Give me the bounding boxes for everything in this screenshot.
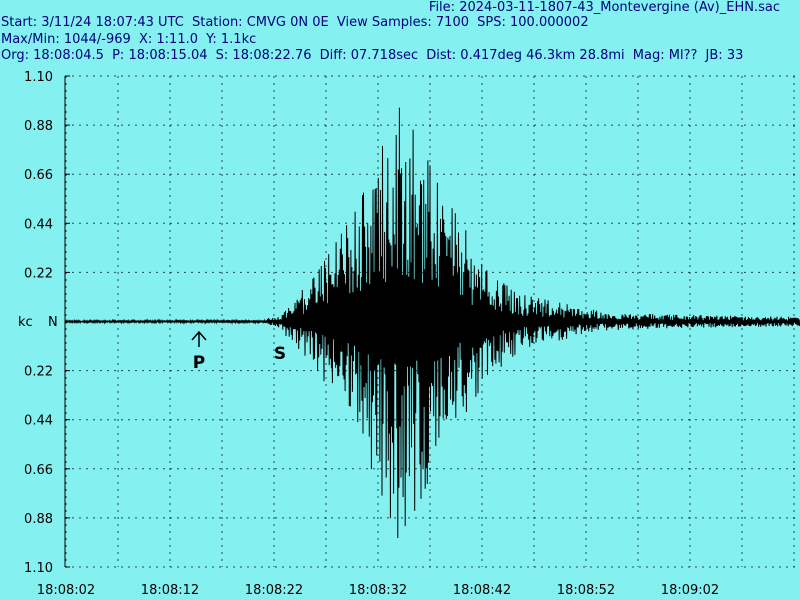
maxmin-info-line: Max/Min: 1044/-969 X: 1:11.0 Y: 1.1kc [1,32,256,48]
dist-label: Dist: [426,48,457,63]
y-tick-label: 1.10 [24,70,53,85]
s-value: 18:08:22.76 [232,48,312,63]
y-tick-label: 0.88 [24,119,53,134]
maxmin-value: 1044/-969 [63,32,131,47]
p-marker-label: P [193,353,205,373]
sps-label: SPS: [477,15,506,30]
y-scale-value: 1.1kc [220,32,257,47]
file-info: File: 2024-03-11-1807-43_Montevergine (A… [429,0,780,16]
channel-label: N [48,315,58,330]
station-label: Station: [191,15,243,30]
file-name: 2024-03-11-1807-43_Montevergine (Av)_EHN… [459,0,780,15]
x-axis-ticks: 18:08:02 18:08:12 18:08:22 18:08:32 18:08:42… [37,583,719,598]
mag-label: Mag: [632,48,665,63]
x-tick-label: 18:08:42 [453,583,511,598]
file-label: File: [428,0,456,15]
diff-label: Diff: [319,48,347,63]
start-info-line: Start: 3/11/24 18:07:43 UTC Station: CMV… [1,15,589,31]
start-value: 3/11/24 18:07:43 UTC [41,15,184,30]
p-arrow-icon [191,330,207,347]
view-samples-value: 7100 [435,15,469,30]
x-tick-label: 18:08:52 [557,583,615,598]
p-label: P: [112,48,125,63]
origin-info-line: Org: 18:08:04.5 P: 18:08:15.04 S: 18:08:… [1,48,743,64]
jb-label: JB: [705,48,723,63]
y-tick-label: 0.66 [24,463,53,478]
jb-value: 33 [726,48,744,63]
sps-value: 100.000002 [510,15,589,30]
seismic-trace [64,107,800,539]
x-scale-label: X: [138,32,153,47]
diff-value: 07.718sec [350,48,419,63]
x-scale-value: 1:11.0 [156,32,198,47]
y-tick-label: 0.88 [24,512,53,527]
s-marker-label: S [274,344,286,364]
y-unit-label: kc [18,315,33,330]
maxmin-label: Max/Min: [1,32,60,47]
org-value: 18:08:04.5 [33,48,104,63]
y-tick-label: 0.22 [24,365,53,380]
dist-value: 0.417deg 46.3km 28.8mi [460,48,625,63]
y-axis-ticks: 1.10 0.88 0.66 0.44 0.22 0.22 0.44 0.66 0.88 1.10 [24,70,70,576]
s-label: S: [215,48,229,63]
x-tick-label: 18:08:32 [349,583,407,598]
station-value: CMVG 0N 0E [246,15,329,30]
y-tick-label: 0.44 [24,414,53,429]
start-label: Start: [1,15,38,30]
y-tick-label: 1.10 [24,561,53,576]
mag-value: Ml?? [668,48,698,63]
y-scale-label: Y: [206,32,217,47]
view-samples-label: View Samples: [336,15,432,30]
org-label: Org: [1,48,29,63]
x-tick-label: 18:09:02 [661,583,719,598]
y-tick-label: 0.44 [24,217,53,232]
x-tick-label: 18:08:02 [37,583,95,598]
x-tick-label: 18:08:22 [245,583,303,598]
y-tick-label: 0.66 [24,168,53,183]
y-tick-label: 0.22 [24,266,53,281]
x-tick-label: 18:08:12 [141,583,199,598]
p-value: 18:08:15.04 [128,48,208,63]
